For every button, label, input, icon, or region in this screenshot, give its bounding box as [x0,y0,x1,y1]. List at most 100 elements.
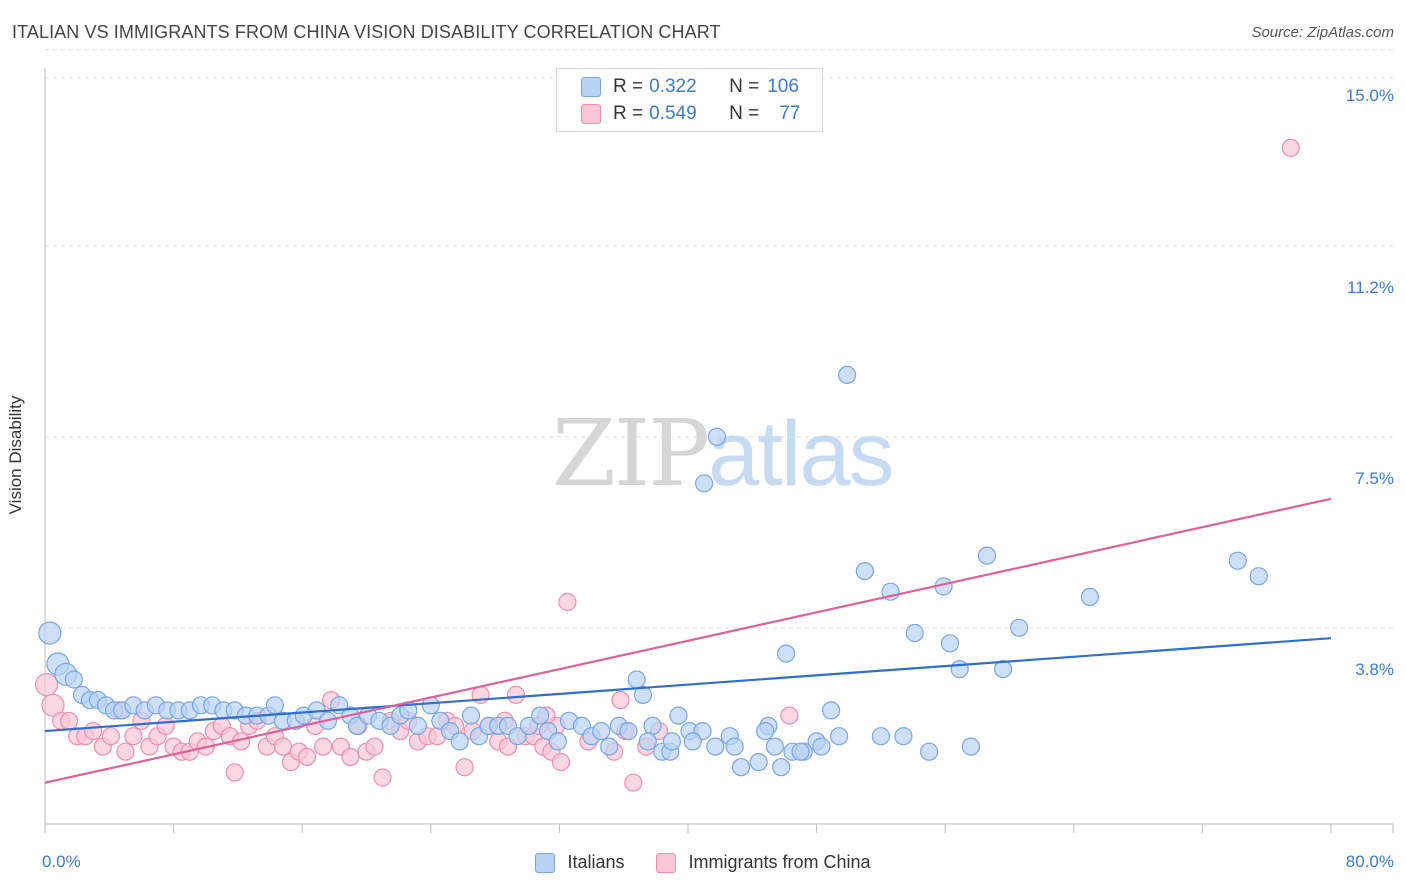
trend-line-china [44,497,1332,784]
point-italians [347,716,366,736]
point-china [273,737,292,756]
point-italians [772,758,791,777]
point-italians [776,644,796,663]
point-china [116,742,135,761]
legend-n-value: 106 [767,76,799,97]
point-china [124,727,143,746]
point-italians [548,732,567,751]
point-china [551,752,571,772]
legend-swatch-blue [535,852,556,873]
point-italians [619,721,638,741]
point-china [59,711,79,730]
point-italians [1228,551,1247,570]
point-italians [1249,567,1268,586]
point-italians [707,427,727,446]
point-italians [905,623,924,643]
legend-r-label: R = [613,76,644,97]
point-italians [519,716,539,736]
point-china [558,592,577,612]
point-italians [643,716,662,736]
stats-legend-row-italians: R = 0.322 N = 106 [581,74,799,100]
legend-label-italians: Italians [567,852,625,872]
point-china [225,763,244,782]
x-tick-label-min: 0.0% [42,852,81,871]
point-italians [725,737,744,756]
legend-n-value: 77 [779,103,801,124]
point-italians [706,737,725,756]
point-china [341,747,360,767]
legend-n-label: N = [729,103,760,124]
point-italians [64,670,84,689]
point-italians [919,742,939,761]
stats-legend: R = 0.322 N = 106 R = 0.549 N = 77 [556,68,823,132]
watermark-atlas: atlas [708,403,894,505]
point-italians [638,732,657,751]
watermark-zip: ZIP [552,400,710,507]
point-italians [530,706,550,725]
point-italians [791,742,810,761]
point-china [611,690,630,710]
point-italians [993,659,1013,679]
legend-r-label: R = [613,103,644,124]
point-italians [1009,618,1029,637]
legend-r-value: 0.322 [649,76,697,97]
series-legend: Italians Immigrants from China [0,852,1406,873]
point-china [506,685,526,705]
y-tick-label: 15.0% [1345,86,1394,105]
point-china [297,747,317,767]
point-china [34,672,59,697]
chart-source: Source: ZipAtlas.com [1251,24,1394,41]
point-italians [450,732,469,751]
point-china [101,727,121,746]
legend-swatch-pink [656,852,677,873]
point-italians [669,706,688,725]
legend-r-value: 0.549 [649,103,697,124]
point-italians [940,634,960,653]
point-china [624,773,643,792]
point-italians [508,727,527,746]
point-italians [961,737,981,756]
legend-swatch-blue [581,77,601,97]
series-legend-china[interactable]: Immigrants from China [656,852,871,873]
point-italians [950,659,969,679]
stats-legend-row-china: R = 0.549 N = 77 [581,101,800,127]
point-china [156,716,175,736]
point-italians [894,727,913,746]
point-italians [662,732,682,751]
x-tick-label-max: 80.0% [1345,852,1394,871]
point-italians [627,670,646,689]
point-italians [756,721,775,741]
y-tick-label: 3.8% [1355,660,1394,679]
point-china [84,721,103,741]
y-tick-label: 11.2% [1347,278,1394,297]
point-italians [461,706,481,725]
legend-swatch-pink [581,104,601,124]
point-italians [837,365,857,384]
point-china [41,693,65,717]
point-china [1281,138,1300,157]
point-italians [1080,587,1100,607]
y-tick-label: 7.5% [1355,469,1394,488]
point-italians [855,561,874,581]
point-italians [731,758,751,777]
point-italians [592,721,611,741]
point-italians [694,474,714,493]
point-italians [408,716,427,736]
point-italians [600,737,619,756]
point-italians [829,727,849,746]
point-china [780,706,799,725]
point-italians [871,727,891,746]
point-china [373,768,392,787]
series-legend-italians[interactable]: Italians [535,852,624,873]
point-italians [821,701,841,720]
point-italians [265,696,284,715]
trend-line-italians [44,637,1332,733]
point-italians [749,752,768,772]
point-china [314,737,333,756]
watermark: ZIPatlas [552,400,895,507]
point-china [455,758,474,777]
legend-n-label: N = [729,76,760,97]
point-italians [765,737,784,756]
point-italians [812,737,831,756]
